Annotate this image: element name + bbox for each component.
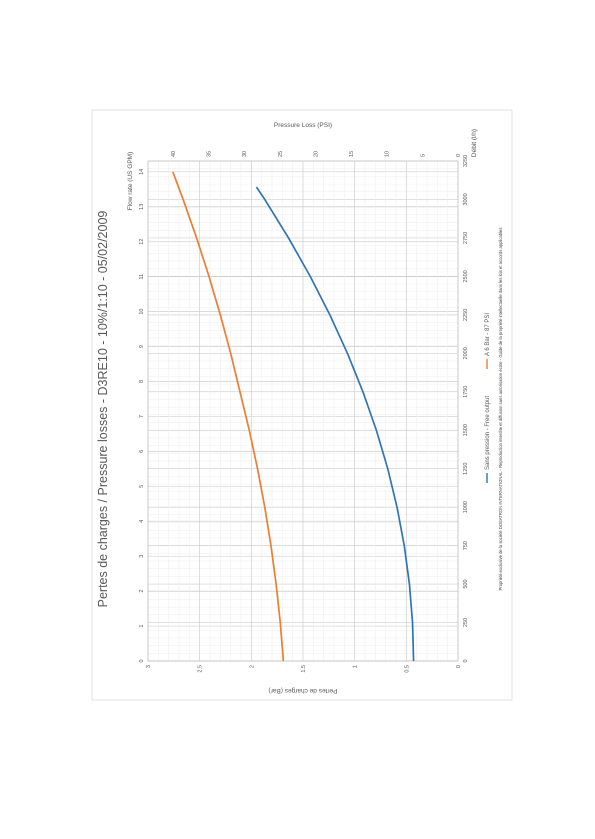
psi-tick-label: 15 xyxy=(349,151,355,157)
x-tick-label: 2000 xyxy=(463,347,469,359)
rotated-chart: 0250500750100012501500175020002250250027… xyxy=(96,122,503,694)
x-tick-label: 500 xyxy=(463,579,469,588)
gpm-tick-label: 2 xyxy=(139,590,145,593)
legend-label-6bar: A 6 Bar - 87 PSI xyxy=(485,313,491,356)
psi-tick-label: 30 xyxy=(242,151,248,157)
psi-tick-label: 10 xyxy=(385,151,391,157)
primary-y-axis-title: Pertes de charges (Bar) xyxy=(268,687,337,694)
gpm-tick-label: 3 xyxy=(139,555,145,558)
gpm-tick-label: 6 xyxy=(139,450,145,453)
psi-tick-label: 40 xyxy=(171,151,177,157)
gpm-tick-label: 1 xyxy=(139,625,145,628)
gpm-tick-label: 4 xyxy=(139,520,145,523)
y-tick-label: 1 xyxy=(353,665,359,668)
legend: Sans pression - Free output A 6 Bar - 87… xyxy=(485,313,491,483)
y-tick-label: 2.5 xyxy=(198,665,204,673)
gpm-tick-label: 14 xyxy=(139,169,145,175)
plot-border xyxy=(147,160,459,662)
tick-labels: 0250500750100012501500175020002250250027… xyxy=(139,151,469,673)
x-tick-label: 3000 xyxy=(463,193,469,205)
x-tick-label: 2500 xyxy=(463,270,469,282)
gpm-tick-label: 5 xyxy=(139,485,145,488)
y-tick-label: 0.5 xyxy=(404,665,410,673)
series-line-6bar xyxy=(172,171,285,662)
y-tick-label: 3 xyxy=(146,665,152,668)
x-tick-label: 1000 xyxy=(463,501,469,513)
series-line-free-output xyxy=(255,186,415,662)
chart-title: Pertes de charges / Pressure losses - D3… xyxy=(96,211,110,608)
copyright-footer: Propriété exclusive de la société DOSATR… xyxy=(498,228,503,591)
gpm-tick-label: 10 xyxy=(139,309,145,315)
psi-tick-label: 25 xyxy=(278,151,284,157)
x-tick-label: 3250 xyxy=(463,155,469,167)
gpm-tick-label: 9 xyxy=(139,345,145,348)
primary-x-axis-title: Débit (l/h) xyxy=(471,129,478,157)
x-tick-label: 750 xyxy=(463,541,469,550)
x-tick-label: 2250 xyxy=(463,309,469,321)
x-tick-label: 0 xyxy=(463,659,469,662)
gpm-tick-label: 11 xyxy=(139,274,145,280)
psi-tick-label: 5 xyxy=(420,154,426,157)
y-tick-label: 0 xyxy=(456,665,462,668)
gpm-tick-label: 7 xyxy=(139,415,145,418)
gridlines xyxy=(147,160,459,662)
x-tick-label: 1750 xyxy=(463,386,469,398)
chart-frame xyxy=(91,109,513,701)
series-lines xyxy=(172,171,415,662)
x-tick-label: 2750 xyxy=(463,232,469,244)
psi-tick-label: 35 xyxy=(207,151,213,157)
secondary-x-axis-placeholder: Flow rate (US GPM) xyxy=(127,152,134,211)
secondary-y-axis-title: Pressure Loss (PSI) xyxy=(274,122,332,129)
gpm-tick-label: 12 xyxy=(139,239,145,245)
x-tick-label: 1500 xyxy=(463,424,469,436)
gpm-tick-label: 8 xyxy=(139,380,145,383)
x-tick-label: 250 xyxy=(463,618,469,627)
psi-tick-label: 20 xyxy=(313,151,319,157)
gpm-tick-label: 0 xyxy=(139,659,145,662)
y-tick-label: 2 xyxy=(249,665,255,668)
legend-label-free-output: Sans pression - Free output xyxy=(485,396,491,470)
psi-tick-label: 0 xyxy=(456,154,462,157)
gpm-tick-label: 13 xyxy=(139,204,145,210)
y-tick-label: 1.5 xyxy=(301,665,307,673)
x-tick-label: 1250 xyxy=(463,463,469,475)
